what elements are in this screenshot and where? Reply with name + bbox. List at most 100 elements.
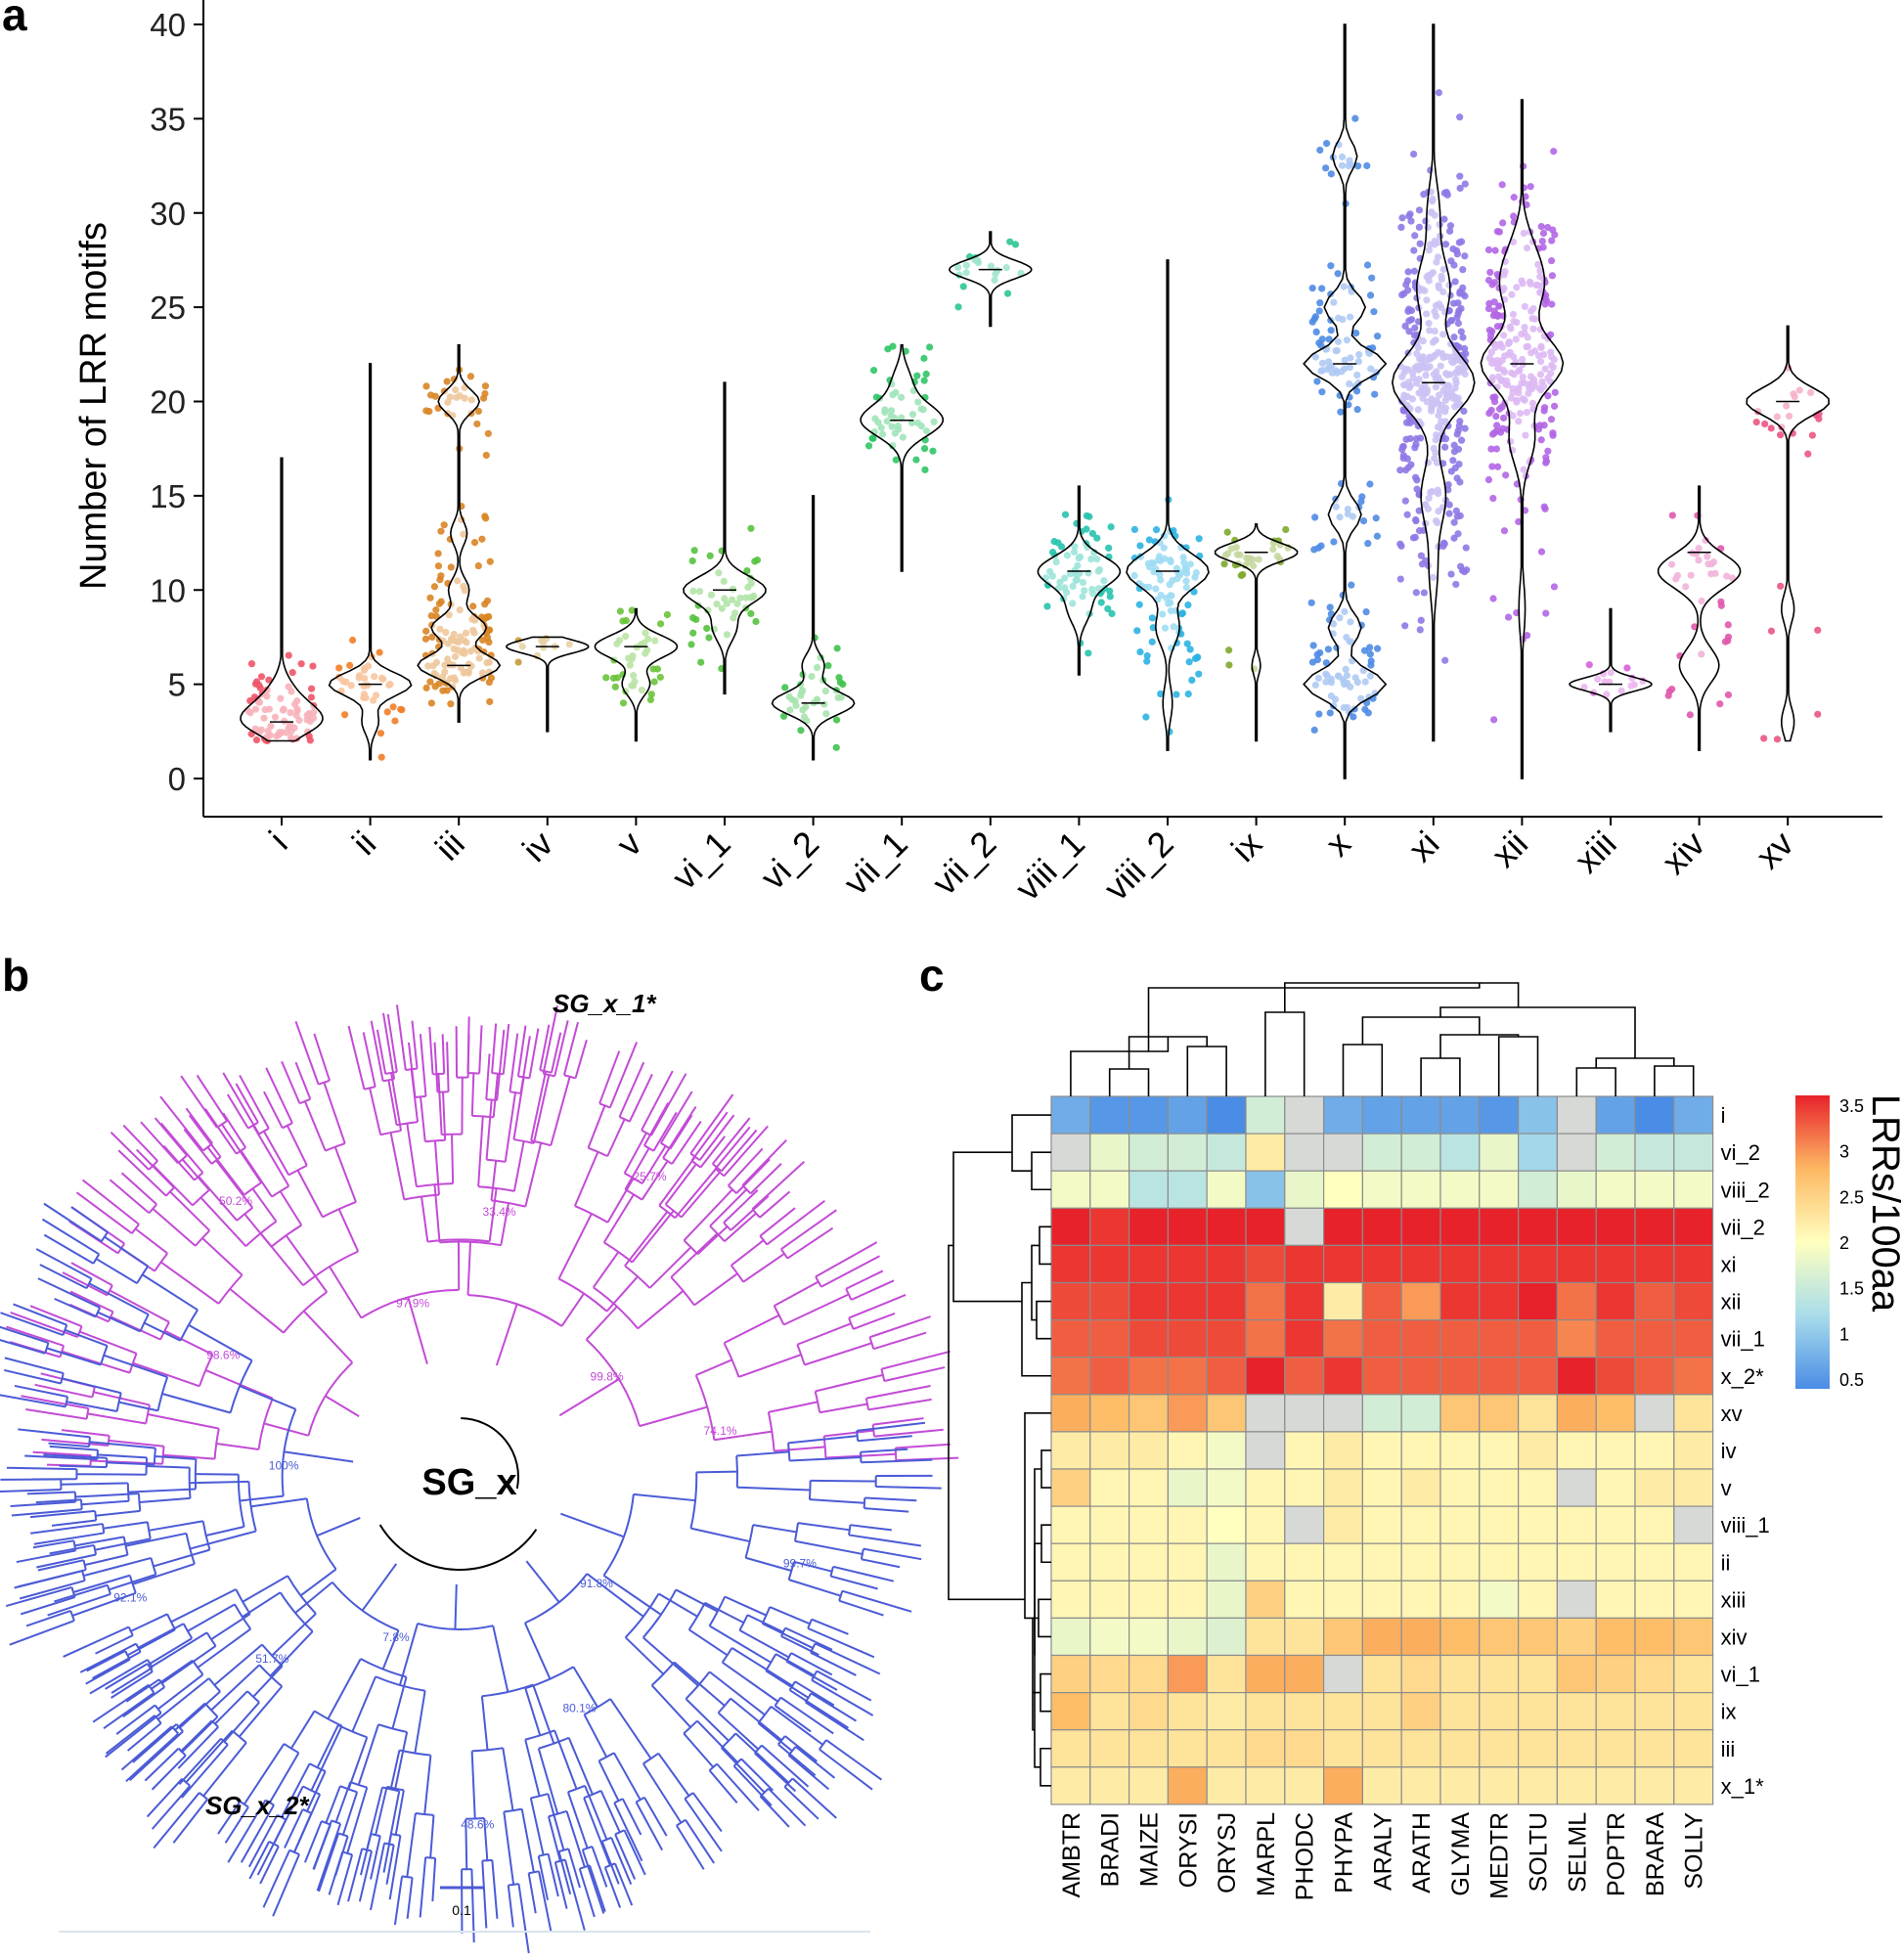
heatmap-cell — [1128, 1281, 1169, 1321]
heatmap-cell — [1322, 1766, 1363, 1805]
heatmap-cell — [1284, 1244, 1325, 1284]
tree-branch — [43, 1202, 103, 1243]
tree-branch — [152, 1208, 197, 1247]
heatmap-cell — [1673, 1654, 1714, 1694]
violin-shape — [1303, 23, 1388, 780]
group-xiv: xiv — [1654, 485, 1742, 882]
y-tick-label: 40 — [150, 7, 186, 43]
heatmap-cell — [1517, 1170, 1558, 1209]
tree-branch — [88, 1282, 150, 1315]
tree-branch — [390, 1072, 403, 1132]
violin-shape — [417, 343, 502, 723]
tree-branch — [239, 1074, 270, 1130]
heatmap-cell — [1595, 1281, 1636, 1321]
heatmap-cell — [1673, 1244, 1714, 1284]
dendrogram-link — [1038, 1598, 1051, 1638]
heatmap-cell — [1284, 1133, 1325, 1172]
data-point — [1006, 238, 1014, 245]
data-point — [422, 382, 430, 390]
heatmap-cell — [1556, 1394, 1597, 1433]
tree-branch — [70, 1262, 113, 1287]
heatmap-cell — [1206, 1766, 1247, 1805]
tree-branch — [337, 1208, 360, 1252]
data-point — [422, 627, 430, 635]
data-point — [1237, 571, 1245, 580]
tree-branch — [850, 1524, 892, 1532]
data-point — [483, 597, 492, 604]
tree-branch — [153, 1548, 210, 1568]
tree-branch — [334, 1836, 349, 1877]
row-label: v — [1721, 1476, 1732, 1500]
heatmap-cell — [1167, 1654, 1208, 1694]
column-label: GLYMA — [1447, 1812, 1475, 1896]
heatmap-cell — [1322, 1654, 1363, 1694]
data-point — [443, 378, 451, 385]
data-point — [447, 563, 455, 571]
data-point — [1401, 622, 1409, 630]
heatmap-cell — [1634, 1729, 1675, 1768]
tree-branch — [819, 1748, 873, 1791]
tree-branch — [151, 1755, 187, 1791]
tree-branch — [470, 1751, 476, 1819]
tree-branch — [387, 1080, 398, 1126]
tree-branch — [442, 1091, 447, 1140]
tree-branch — [306, 1770, 327, 1812]
tree-arc — [309, 1762, 327, 1772]
data-point — [1548, 300, 1556, 308]
tree-branch — [553, 1861, 568, 1909]
tree-arc — [871, 1424, 875, 1437]
tree-branch — [61, 1350, 130, 1374]
data-point — [1502, 471, 1510, 479]
data-point — [1486, 332, 1495, 339]
bootstrap-label: 25.7% — [633, 1170, 666, 1183]
scale-bar-label: 0.1 — [452, 1902, 471, 1918]
heatmap-cell — [1400, 1729, 1441, 1768]
tree-branch — [222, 1072, 260, 1135]
tree-arc — [486, 1098, 498, 1102]
dendrogram-link — [1031, 1151, 1051, 1191]
heatmap-cell — [1361, 1617, 1402, 1657]
data-point — [747, 524, 755, 532]
tree-branch — [0, 1394, 66, 1408]
heatmap-cell — [1439, 1133, 1481, 1172]
tree-center-label: SG_x — [421, 1462, 516, 1503]
tree-branch — [749, 1163, 782, 1195]
data-point — [1411, 232, 1419, 240]
x-tick-label: viii_1 — [1007, 824, 1092, 909]
dendrogram-link — [1497, 1036, 1539, 1096]
tree-branch — [419, 1034, 427, 1096]
tree-branch — [284, 1450, 354, 1463]
heatmap-cell — [1400, 1580, 1441, 1620]
tree-arc — [154, 1715, 162, 1724]
violin-shape — [771, 495, 856, 761]
tree-arc — [822, 1436, 827, 1458]
heatmap-cell — [1245, 1394, 1286, 1433]
tree-branch — [528, 1028, 540, 1079]
data-point — [427, 699, 435, 707]
tree-branch — [633, 1492, 696, 1502]
data-point — [1043, 602, 1051, 610]
heatmap-cell — [1361, 1431, 1402, 1470]
tree-arc — [91, 1386, 96, 1398]
data-point — [921, 466, 929, 473]
heatmap-cell — [1167, 1133, 1208, 1172]
data-point — [1398, 445, 1406, 454]
heatmap-cell — [1167, 1095, 1208, 1135]
dendrogram-link — [1342, 1044, 1384, 1096]
tree-branch — [794, 1680, 835, 1707]
tree-arc — [602, 1493, 635, 1577]
group-v: v — [594, 606, 679, 864]
tree-branch — [500, 1202, 510, 1246]
violin-shape — [860, 343, 944, 572]
data-point — [1185, 658, 1193, 666]
tree-branch — [761, 1744, 810, 1788]
tree-branch — [111, 1667, 154, 1694]
tree-branch — [79, 1330, 137, 1355]
data-point — [1420, 589, 1428, 597]
data-point — [619, 699, 628, 707]
tree-arc — [624, 1188, 643, 1201]
tree-arc — [524, 1573, 589, 1625]
data-point — [1510, 212, 1518, 220]
tree-arc — [207, 1677, 221, 1693]
tree-arc — [59, 1345, 66, 1358]
